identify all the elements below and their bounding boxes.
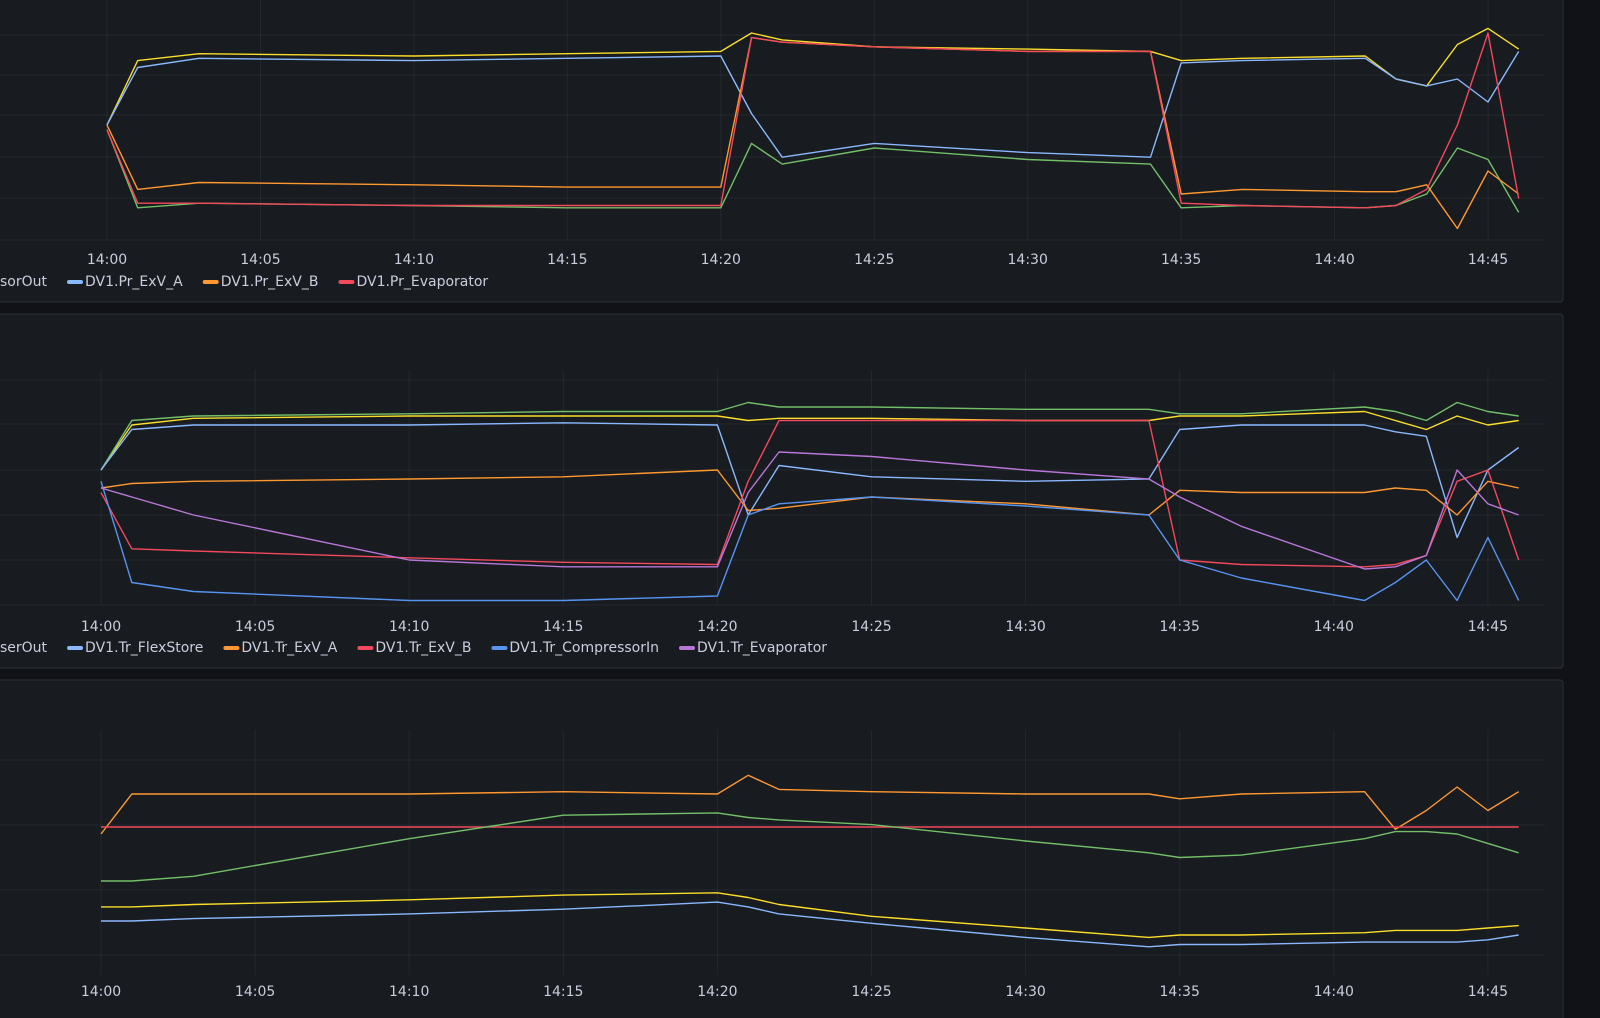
x-tick-label: 14:30 [1008, 252, 1048, 268]
x-tick-label: 14:30 [1005, 984, 1045, 1000]
legend-label: DV1.Tr_CompressorIn [509, 640, 659, 656]
x-tick-label: 14:05 [240, 252, 280, 268]
legend-label: sorOut [0, 274, 48, 290]
series-line [100, 469, 1519, 516]
x-tick-label: 14:25 [854, 252, 894, 268]
legend-label: DV1.Tr_ExV_A [241, 640, 337, 656]
x-tick-label: 14:15 [547, 252, 587, 268]
panel [0, 313, 1564, 669]
legend-label: DV1.Tr_Evaporator [697, 640, 827, 656]
series-line [101, 812, 1519, 882]
x-tick-label: 14:15 [543, 984, 583, 1000]
x-tick-label: 14:15 [543, 619, 583, 635]
x-tick-label: 14:30 [1005, 619, 1045, 635]
x-tick-label: 14:05 [235, 619, 275, 635]
x-tick-label: 14:05 [235, 984, 275, 1000]
x-tick-label: 14:35 [1160, 619, 1200, 635]
legend-label: DV1.Tr_FlexStore [85, 640, 203, 656]
series-line [106, 32, 1520, 209]
x-tick-label: 14:10 [394, 252, 434, 268]
x-tick-label: 14:35 [1161, 252, 1201, 268]
x-tick-label: 14:00 [81, 984, 121, 1000]
x-tick-label: 14:45 [1468, 619, 1508, 635]
x-tick-label: 14:40 [1314, 984, 1354, 1000]
series-line [106, 51, 1520, 158]
x-tick-label: 14:10 [389, 984, 429, 1000]
series-line [100, 481, 1520, 602]
series-line [100, 422, 1520, 539]
x-tick-label: 14:20 [697, 984, 737, 1000]
legend-label: serOut [0, 640, 48, 656]
panel [0, 0, 1564, 303]
x-tick-label: 14:20 [701, 252, 741, 268]
x-tick-label: 14:00 [87, 252, 127, 268]
x-tick-label: 14:45 [1468, 984, 1508, 1000]
series-line [100, 451, 1519, 570]
series-line [101, 901, 1519, 948]
x-tick-label: 14:45 [1468, 252, 1508, 268]
legend-label: DV1.Pr_Evaporator [356, 274, 488, 290]
legend-label: DV1.Pr_ExV_A [85, 274, 183, 290]
legend-label: DV1.Tr_ExV_B [375, 640, 471, 656]
series-line [101, 892, 1519, 939]
x-tick-label: 14:00 [81, 619, 121, 635]
legend-label: DV1.Pr_ExV_B [221, 274, 319, 290]
h-grid [0, 34, 1545, 956]
x-tick-label: 14:25 [851, 619, 891, 635]
series-line [100, 774, 1520, 835]
x-tick-label: 14:25 [851, 984, 891, 1000]
x-tick-label: 14:20 [697, 619, 737, 635]
x-tick-label: 14:35 [1160, 984, 1200, 1000]
x-tick-label: 14:40 [1314, 252, 1354, 268]
series-line [100, 401, 1519, 471]
x-tick-label: 14:40 [1314, 619, 1354, 635]
panel [0, 679, 1564, 1018]
x-tick-label: 14:10 [389, 619, 429, 635]
